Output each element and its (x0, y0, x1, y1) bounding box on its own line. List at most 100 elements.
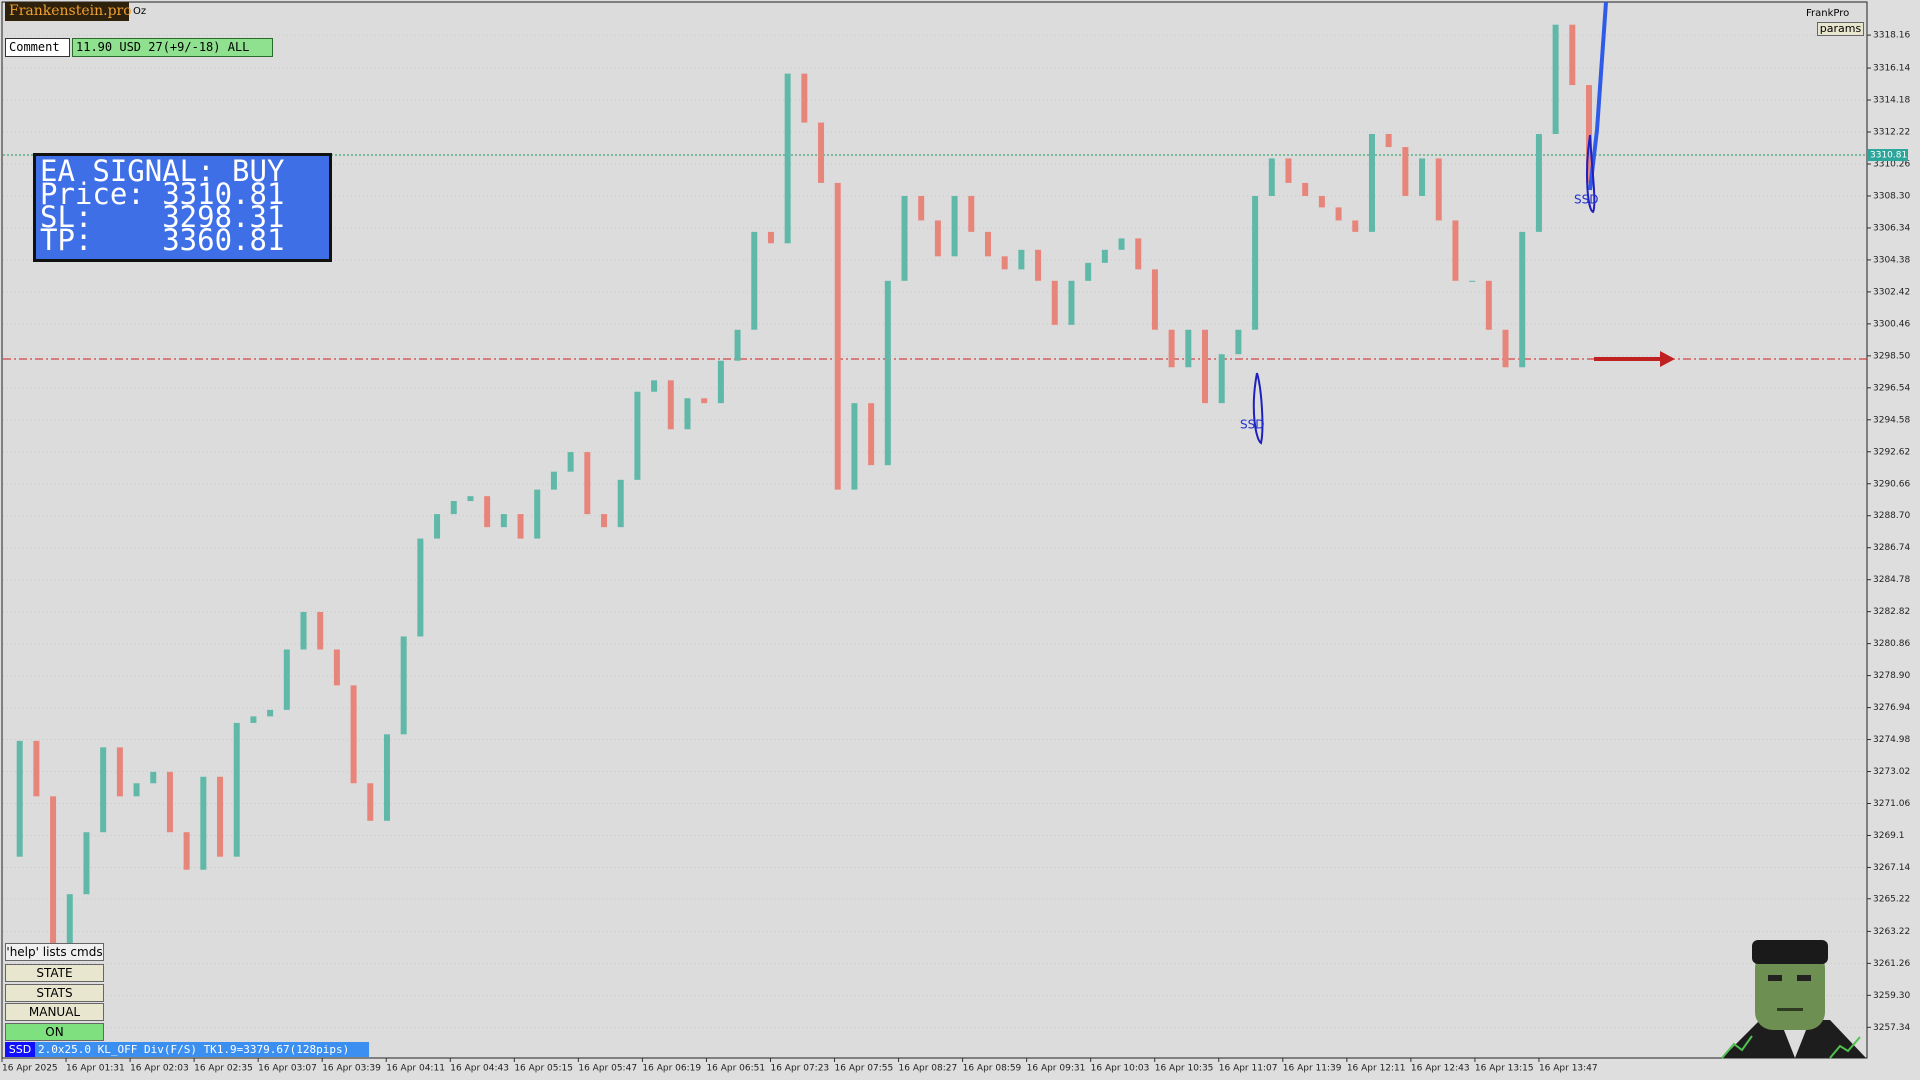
y-tick-label: 3267.14 (1873, 863, 1910, 873)
y-tick-label: 3306.34 (1873, 223, 1910, 233)
control-button[interactable]: ON (5, 1023, 104, 1041)
annotation: SSD (1574, 193, 1598, 207)
candle (1302, 182, 1309, 196)
candle (1051, 280, 1058, 325)
x-tick-label: 16 Apr 12:11 (1347, 1064, 1406, 1074)
y-tick-label: 3278.90 (1873, 671, 1910, 681)
candle (166, 771, 173, 833)
x-tick-label: 16 Apr 09:31 (1027, 1064, 1086, 1074)
y-tick-label: 3271.06 (1873, 799, 1910, 809)
x-tick-label: 16 Apr 04:11 (386, 1064, 445, 1074)
candle (684, 398, 691, 430)
candle (1252, 195, 1259, 330)
control-button[interactable]: STATS (5, 984, 104, 1002)
symbol: Oz (133, 6, 147, 17)
params-button[interactable]: params (1817, 22, 1864, 36)
x-tick-label: 16 Apr 12:43 (1411, 1064, 1470, 1074)
x-tick-label: 16 Apr 11:07 (1219, 1064, 1278, 1074)
y-tick-label: 3284.78 (1873, 575, 1910, 585)
candle (517, 514, 524, 539)
candle (1535, 133, 1542, 232)
y-tick-label: 3259.30 (1873, 991, 1910, 1001)
control-button[interactable]: MANUAL (5, 1003, 104, 1021)
x-tick-label: 16 Apr 02:35 (194, 1064, 253, 1074)
candle (83, 832, 90, 895)
candle (868, 403, 875, 466)
signal-line: Price: 3310.81 (40, 177, 285, 211)
x-tick-label: 16 Apr 10:35 (1155, 1064, 1214, 1074)
y-tick-label: 3290.66 (1873, 479, 1910, 489)
y-tick-label: 3308.30 (1873, 191, 1910, 201)
y-tick-label: 3274.98 (1873, 735, 1910, 745)
candle (767, 231, 774, 244)
candle (1519, 231, 1526, 368)
x-tick-label: 16 Apr 07:55 (835, 1064, 894, 1074)
candle (1402, 147, 1409, 196)
y-tick-label: 3280.86 (1873, 639, 1910, 649)
candle (434, 514, 441, 539)
candle (1435, 158, 1442, 221)
y-tick-label: 3263.22 (1873, 927, 1910, 937)
y-tick-label: 3310.26 (1873, 159, 1910, 169)
candle (1586, 85, 1592, 183)
candle (1285, 158, 1292, 183)
candle (1151, 269, 1158, 330)
x-tick-label: 16 Apr 06:51 (706, 1064, 765, 1074)
comment-label: Comment (5, 38, 70, 57)
x-tick-label: 16 Apr 2025 (2, 1064, 58, 1074)
candle (1385, 133, 1392, 148)
candle (150, 771, 157, 784)
y-tick-label: 3273.02 (1873, 767, 1910, 777)
candle (267, 709, 274, 717)
x-tick-label: 16 Apr 13:47 (1539, 1064, 1598, 1074)
indicator-loop (1252, 372, 1264, 445)
candle (968, 195, 975, 232)
candle (283, 649, 290, 710)
candle (1168, 329, 1175, 368)
candle (233, 722, 240, 857)
candle (217, 776, 224, 857)
y-tick-label: 3269.1 (1873, 831, 1905, 841)
y-tick-label: 3294.58 (1873, 415, 1910, 425)
candle (250, 716, 257, 723)
candle (100, 747, 107, 833)
signal-panel: EA SIGNAL: BUY Price: 3310.81 SL: 3298.31 T… (33, 153, 332, 262)
x-tick-label: 16 Apr 02:03 (130, 1064, 189, 1074)
candle (1452, 220, 1459, 281)
candle (1068, 280, 1075, 325)
control-button[interactable]: STATE (5, 964, 104, 982)
help-hint: 'help' lists cmds (5, 943, 104, 961)
x-tick-label: 16 Apr 01:31 (66, 1064, 125, 1074)
candle (1502, 329, 1509, 368)
frankenstein-avatar (1721, 940, 1866, 1059)
x-tick-label: 16 Apr 06:19 (642, 1064, 701, 1074)
candle (734, 329, 741, 361)
sl-arrow-head (1660, 350, 1675, 367)
candle (584, 452, 591, 515)
candle (1419, 158, 1426, 196)
signal-line: EA SIGNAL: BUY (40, 154, 285, 188)
candle (901, 195, 908, 281)
candle (534, 489, 541, 539)
candle (1185, 329, 1192, 368)
candle (1085, 262, 1092, 281)
candle (367, 783, 374, 821)
candle (634, 391, 641, 480)
candle (1118, 238, 1125, 250)
candle (1552, 24, 1559, 134)
y-tick-label: 3316.14 (1873, 64, 1910, 74)
candle (834, 182, 841, 490)
candle (1035, 249, 1042, 281)
candle (667, 380, 674, 430)
annotation: SSD (1240, 418, 1264, 432)
y-tick-label: 3261.26 (1873, 959, 1910, 969)
candle (1318, 195, 1325, 208)
candle (116, 747, 123, 797)
x-tick-label: 16 Apr 04:43 (450, 1064, 509, 1074)
y-tick-label: 3292.62 (1873, 447, 1910, 457)
candle (617, 479, 624, 528)
x-tick-label: 16 Apr 03:07 (258, 1064, 317, 1074)
candle (333, 649, 340, 686)
x-tick-label: 16 Apr 07:23 (770, 1064, 829, 1074)
